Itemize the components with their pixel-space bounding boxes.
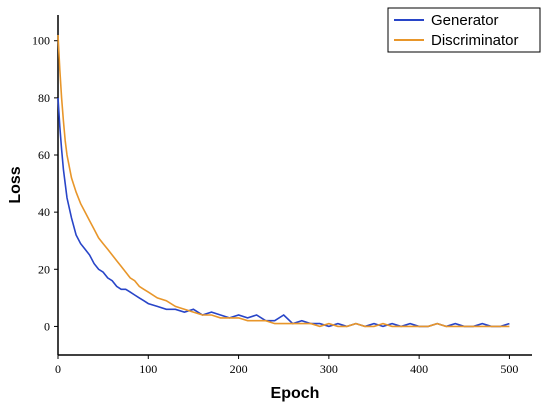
legend: Generator Discriminator — [387, 7, 541, 53]
series-line — [57, 97, 510, 328]
legend-label: Generator — [431, 12, 499, 29]
y-tick-label: 40 — [38, 205, 50, 219]
legend-box — [387, 7, 541, 53]
x-tick-label: 100 — [139, 362, 157, 376]
x-tick-label: 300 — [320, 362, 338, 376]
y-axis-label: Loss — [7, 166, 24, 203]
x-tick-label: 200 — [230, 362, 248, 376]
y-tick-label: 100 — [32, 34, 50, 48]
y-tick-label: 80 — [38, 91, 50, 105]
legend-label: Discriminator — [431, 32, 519, 49]
x-tick-label: 400 — [410, 362, 428, 376]
y-tick-label: 20 — [38, 262, 50, 276]
x-tick-label: 500 — [500, 362, 518, 376]
series-line — [57, 34, 510, 328]
x-axis-label: Epoch — [271, 385, 320, 402]
y-tick-label: 60 — [38, 148, 50, 162]
y-tick-label: 0 — [44, 319, 50, 333]
x-tick-label: 0 — [55, 362, 61, 376]
